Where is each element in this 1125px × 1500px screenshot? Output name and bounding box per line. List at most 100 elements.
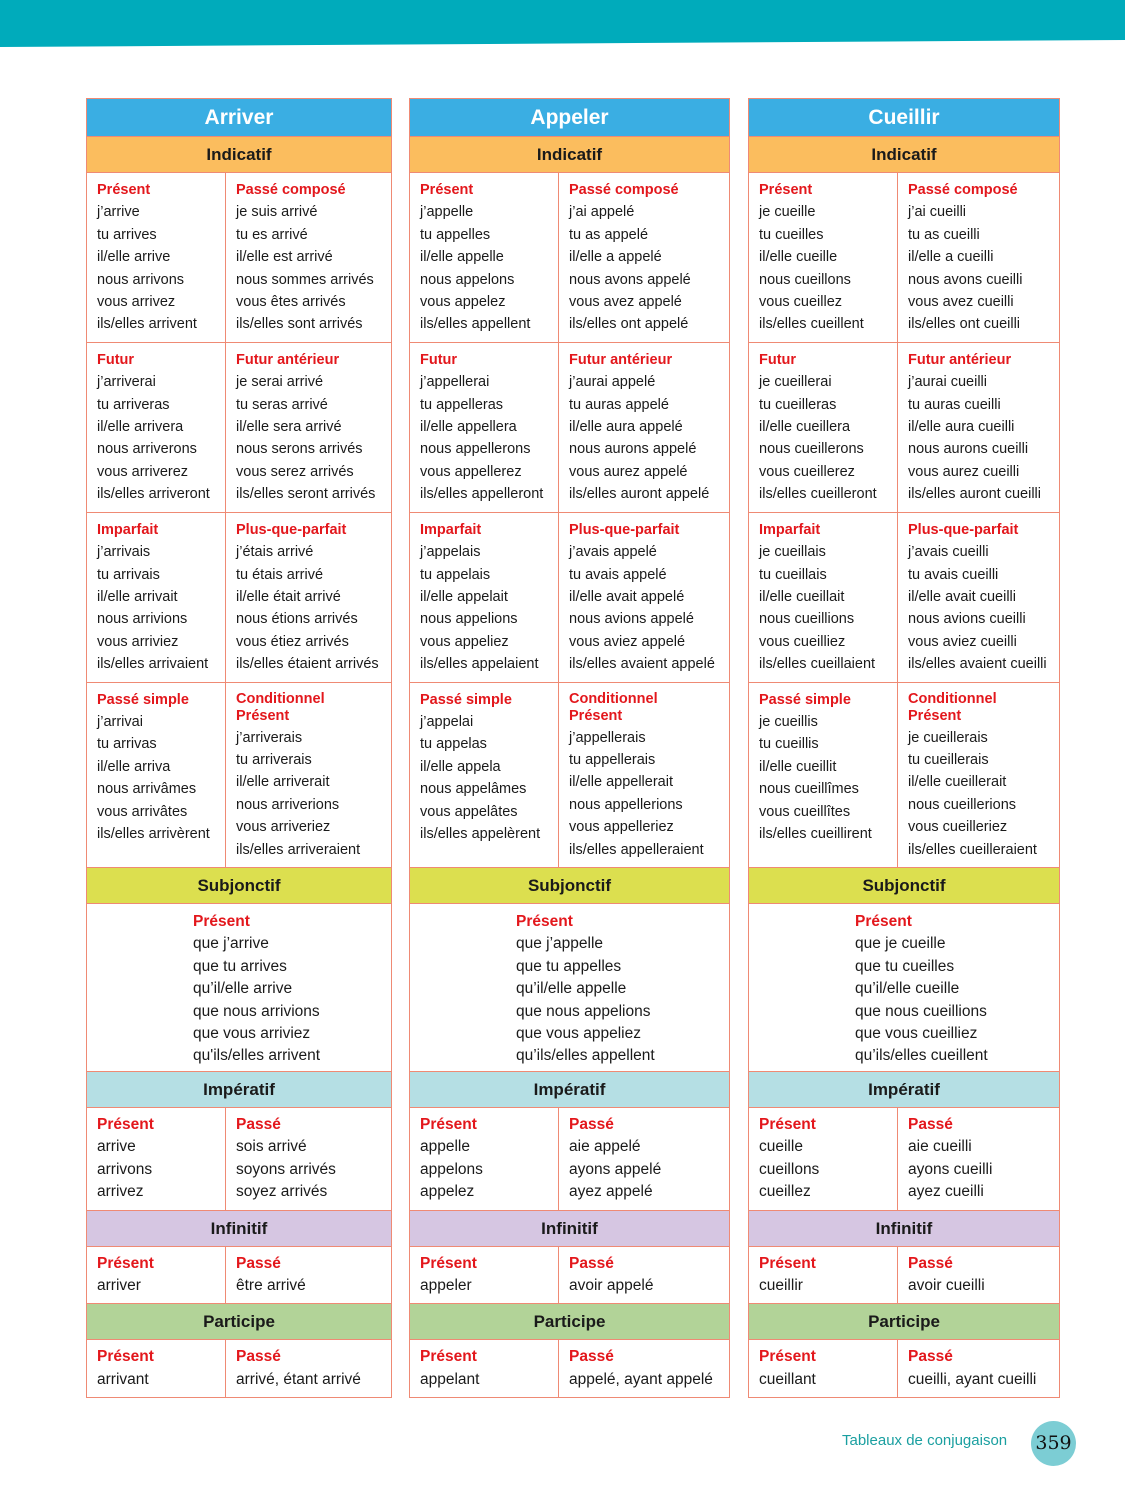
conjugation-line: il/elle appellera bbox=[420, 419, 517, 436]
conjugation-line: nous serons arrivés bbox=[236, 441, 363, 458]
tense-cell: Présent cueillant bbox=[749, 1340, 898, 1398]
tense-cell: Passé aie appelé ayons appelé ayez appelé bbox=[559, 1108, 729, 1210]
verb-title: Arriver bbox=[87, 99, 391, 137]
subjonctif-present: Présent que j’arrive que tu arrives qu’il/e… bbox=[87, 904, 391, 1072]
conjugation-line: tu appellerais bbox=[569, 751, 656, 768]
tense-cell: Futur antérieur j’aurai cueilli tu auras c… bbox=[898, 343, 1059, 512]
tense-label: Présent bbox=[516, 912, 573, 930]
conjugation-line: ils/elles seront arrivés bbox=[236, 486, 376, 503]
conjugation-line: ayez cueilli bbox=[908, 1183, 984, 1201]
conjugation-line: vous cueillez bbox=[759, 294, 843, 311]
conjugation-line: j’appelle bbox=[420, 204, 474, 221]
conjugation-line: que nous appelions bbox=[516, 1002, 651, 1020]
tense-cell: Plus-que-parfait j’étais arrivé tu étais a… bbox=[226, 513, 391, 682]
conjugation-line: tu arriveras bbox=[97, 396, 170, 413]
mood-header-imperatif: Impératif bbox=[749, 1071, 1059, 1108]
tense-label: Imparfait bbox=[759, 521, 821, 538]
tense-row: Présent cueille cueillons cueillez Passé aie … bbox=[749, 1107, 1059, 1211]
tense-label: Présent bbox=[97, 1348, 154, 1366]
conjugation-line: il/elle aura appelé bbox=[569, 419, 683, 436]
tense-cell: Présent appeler bbox=[410, 1246, 559, 1304]
conjugation-line: ils/elles avaient cueilli bbox=[908, 656, 1047, 673]
conjugation-line: je cueillerai bbox=[759, 374, 832, 391]
mood-header-subjonctif: Subjonctif bbox=[410, 867, 729, 904]
subjonctif-present: Présent que j’appelle que tu appelles qu’il… bbox=[410, 904, 729, 1072]
conjugation-line: il/elle est arrivé bbox=[236, 249, 333, 266]
conjugation-line: ils/elles arriveraient bbox=[236, 841, 361, 858]
tense-row: Présent appeler Passé avoir appelé bbox=[410, 1246, 729, 1305]
tense-cell: Passé aie cueilli ayons cueilli ayez cueill… bbox=[898, 1108, 1059, 1210]
conjugation-line: je cueillis bbox=[759, 713, 818, 730]
tense-cell: Passé avoir appelé bbox=[559, 1247, 729, 1304]
conjugation-line: qu’il/elle cueille bbox=[855, 980, 960, 998]
conjugation-line: tu appelles bbox=[420, 226, 491, 243]
mood-header-subjonctif: Subjonctif bbox=[87, 867, 391, 904]
conjugation-line: j’appelai bbox=[420, 713, 474, 730]
tense-row: Futur j’arriverai tu arriveras il/elle arri… bbox=[87, 342, 391, 513]
conjugation-line: il/elle sera arrivé bbox=[236, 419, 342, 436]
conjugation-line: nous arrivons bbox=[97, 271, 185, 288]
conjugation-line: ils/elles avaient appelé bbox=[569, 656, 715, 673]
tense-label: Futur bbox=[420, 351, 458, 368]
conjugation-line: nous cueillions bbox=[759, 611, 855, 628]
conjugation-line: tu es arrivé bbox=[236, 226, 308, 243]
conjugation-line: ils/elles cueillaient bbox=[759, 656, 876, 673]
mood-header-infinitif: Infinitif bbox=[410, 1210, 729, 1247]
conjugation-line: j’appelais bbox=[420, 544, 481, 561]
conjugation-line: nous sommes arrivés bbox=[236, 271, 374, 288]
tense-label: Présent bbox=[855, 912, 912, 930]
conjugation-line: sois arrivé bbox=[236, 1138, 307, 1156]
conjugation-line: il/elle arriva bbox=[97, 758, 171, 775]
tense-label: Passé bbox=[236, 1115, 281, 1133]
tense-row: Futur j’appellerai tu appelleras il/elle ap… bbox=[410, 342, 729, 513]
tense-label: Passé bbox=[236, 1348, 281, 1366]
conjugation-line: appeler bbox=[420, 1277, 472, 1294]
conjugation-line: nous arriverons bbox=[97, 441, 197, 458]
verb-title: Appeler bbox=[410, 99, 729, 137]
conjugation-line: arrivez bbox=[97, 1183, 144, 1201]
conjugation-line: vous appellerez bbox=[420, 463, 522, 480]
tense-cell: Présent arrive arrivons arrivez bbox=[87, 1107, 226, 1210]
tense-cell: Futur antérieur je serai arrivé tu seras a… bbox=[226, 343, 391, 512]
tense-label: Passé bbox=[569, 1254, 614, 1272]
conjugation-line: vous serez arrivés bbox=[236, 463, 354, 480]
tense-cell: Conditionnel Présent j’arriverais tu arriv… bbox=[226, 683, 391, 867]
conjugation-line: ils/elles arrivaient bbox=[97, 656, 209, 673]
conjugation-line: ils/elles cueillirent bbox=[759, 825, 872, 842]
conjugation-line: aie appelé bbox=[569, 1138, 641, 1156]
tense-row: Présent arrivant Passé arrivé, étant arrivé bbox=[87, 1340, 391, 1398]
conjugation-line: vous cueillîtes bbox=[759, 803, 851, 820]
conjugation-line: nous cueillerons bbox=[759, 441, 864, 458]
conjugation-line: j’arrive bbox=[97, 204, 140, 221]
conjugation-line: tu arrives bbox=[97, 226, 157, 243]
conjugation-line: que tu appelles bbox=[516, 957, 622, 975]
conjugation-line: nous appelons bbox=[420, 271, 515, 288]
mood-header-participe: Participe bbox=[410, 1304, 729, 1341]
mood-header-indicatif: Indicatif bbox=[87, 137, 391, 173]
tense-label: Conditionnel Présent bbox=[569, 690, 658, 725]
conjugation-line: ils/elles auront cueilli bbox=[908, 486, 1041, 503]
conjugation-line: tu cueillis bbox=[759, 736, 819, 753]
tense-cell: Passé simple je cueillis tu cueillis il/ell… bbox=[749, 682, 898, 867]
conjugation-line: arrivé, étant arrivé bbox=[236, 1370, 361, 1388]
tense-label: Présent bbox=[420, 182, 474, 198]
tense-label: Présent bbox=[759, 1348, 816, 1366]
conjugation-line: vous aurez cueilli bbox=[908, 463, 1020, 480]
tense-label: Présent bbox=[193, 912, 250, 930]
conjugation-line: vous appelleriez bbox=[569, 819, 674, 836]
tense-cell: Présent cueille cueillons cueillez bbox=[749, 1107, 898, 1210]
conjugation-line: vous arrivâtes bbox=[97, 803, 188, 820]
tense-cell: Présent j’arrive tu arrives il/elle arrive n… bbox=[87, 173, 226, 342]
conjugation-line: vous appeliez bbox=[420, 633, 509, 650]
conjugation-line: que je cueille bbox=[855, 935, 946, 953]
conjugation-line: nous aurons cueilli bbox=[908, 441, 1029, 458]
conjugation-line: tu as appelé bbox=[569, 226, 649, 243]
tense-row: Présent cueillir Passé avoir cueilli bbox=[749, 1246, 1059, 1305]
conjugation-line: vous cueilleriez bbox=[908, 819, 1008, 836]
conjugation-line: qu’ils/elles appellent bbox=[516, 1047, 655, 1065]
conjugation-line: tu avais appelé bbox=[569, 566, 667, 583]
conjugation-line: appelez bbox=[420, 1183, 475, 1201]
conjugation-line: nous cueillîmes bbox=[759, 781, 859, 798]
tense-row: Présent j’appelle tu appelles il/elle appel… bbox=[410, 173, 729, 343]
tense-label: Présent bbox=[97, 182, 151, 198]
